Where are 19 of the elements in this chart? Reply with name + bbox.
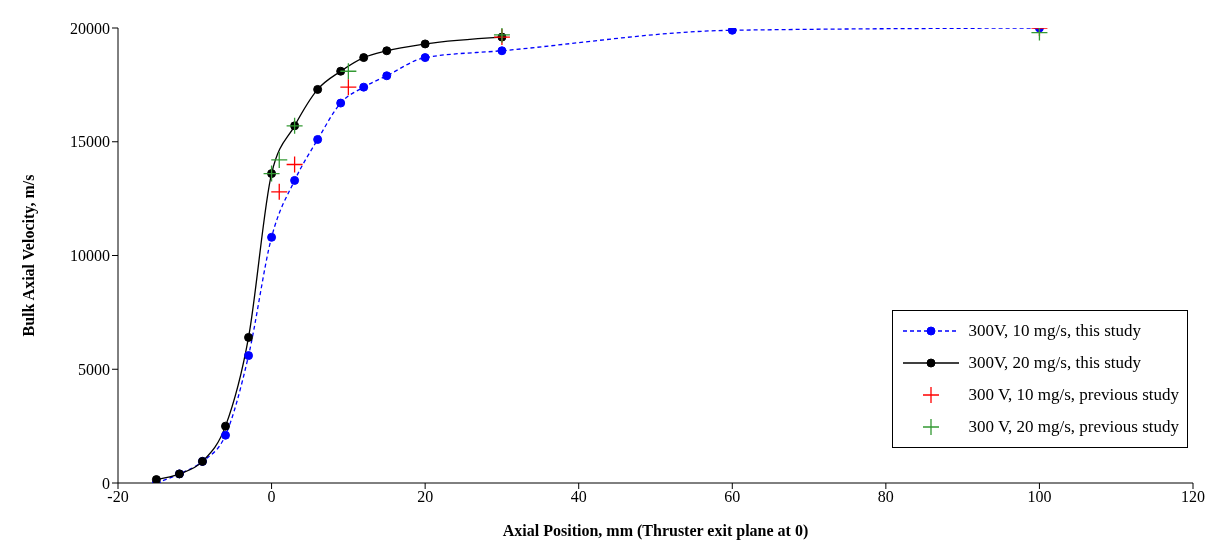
legend-label: 300V, 10 mg/s, this study [968,321,1142,341]
y-tick-label: 0 [102,474,110,492]
y-tick-label: 15000 [70,133,110,151]
x-tick-label: 0 [267,488,276,506]
y-tick-label: 20000 [70,19,110,37]
x-tick-label: 80 [877,488,894,506]
x-tick-label: 40 [570,488,587,506]
x-tick-label: 20 [417,488,434,506]
x-tick-label: 100 [1027,488,1052,506]
y-tick-label: 5000 [78,360,110,378]
x-tick-label: 120 [1181,488,1205,506]
legend-label: 300 V, 10 mg/s, previous study [968,385,1179,405]
x-axis-title: Axial Position, mm (Thruster exit plane at 0) [502,522,809,540]
legend-label: 300V, 20 mg/s, this study [968,353,1142,373]
y-axis-title: Bulk Axial Velocity, m/s [19,174,38,337]
x-tick-label: 60 [724,488,741,506]
y-tick-label: 10000 [70,247,110,265]
legend-label: 300 V, 20 mg/s, previous study [968,417,1179,437]
x-tick-label: -20 [107,488,129,506]
